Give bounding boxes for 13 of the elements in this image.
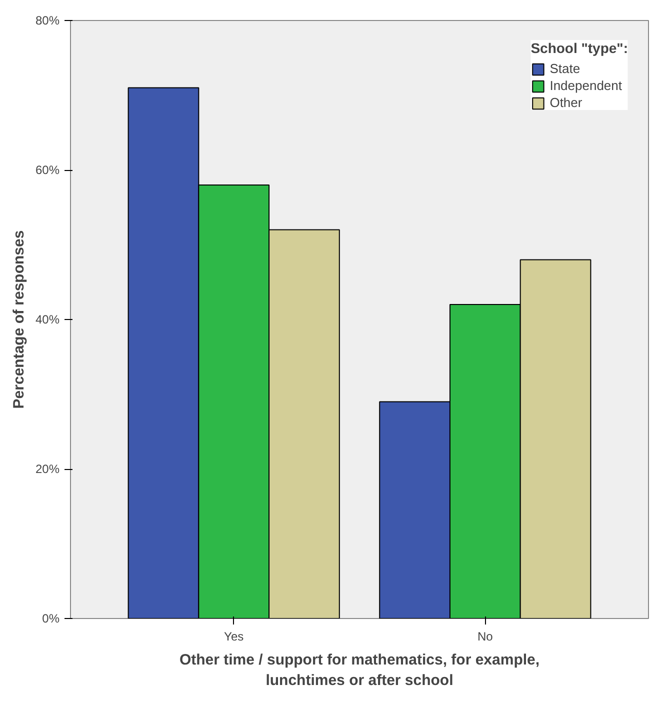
x-tick-label: No (477, 630, 494, 644)
x-tick-label: Yes (224, 630, 244, 644)
legend-title: School "type": (530, 40, 628, 56)
legend-label: State (550, 61, 580, 76)
y-axis-title: Percentage of responses (10, 230, 28, 409)
x-axis-title: Other time / support for mathematics, for example, lunchtimes or after school (179, 652, 540, 689)
y-tick-label: 80% (35, 14, 60, 28)
y-tick-label: 60% (35, 163, 60, 177)
y-tick-label: 40% (35, 312, 60, 326)
y-tick-label: 0% (42, 612, 60, 626)
legend-label: Independent (550, 78, 622, 93)
y-tick-label: 20% (35, 462, 60, 476)
legend-label: Other (550, 95, 582, 110)
